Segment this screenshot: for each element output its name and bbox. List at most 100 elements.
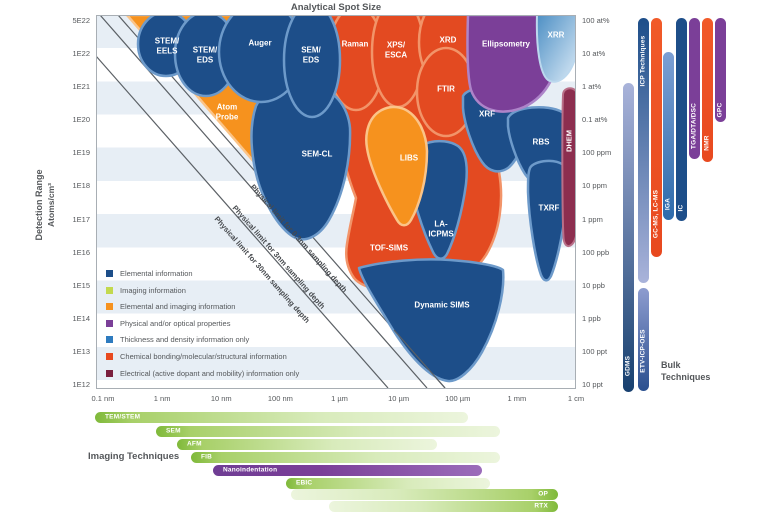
legend-label: Thickness and density information only bbox=[120, 335, 250, 345]
y-tick-left: 1E13 bbox=[72, 347, 90, 357]
pill-afm: AFM bbox=[177, 438, 437, 450]
legend-swatch bbox=[106, 286, 113, 294]
y-tick-right: 10 at% bbox=[582, 48, 606, 58]
legend-item: Imaging information bbox=[106, 285, 186, 296]
bar-label: IGA bbox=[664, 197, 672, 211]
bar-label: TGA/DTA/DSC bbox=[690, 102, 698, 150]
bar-gc-ms-lc-ms: GC-MS, LC-MS bbox=[650, 18, 662, 257]
legend-label: Elemental information bbox=[120, 269, 193, 278]
blob-sem-eds bbox=[282, 15, 342, 119]
legend-label: Electrical (active dopant and mobility) … bbox=[120, 368, 300, 378]
legend-item: Electrical (active dopant and mobility) … bbox=[106, 368, 299, 379]
pill-label: RTX bbox=[534, 502, 548, 510]
legend-swatch bbox=[106, 353, 113, 360]
y-tick-left: 1E15 bbox=[72, 280, 90, 290]
pill-label: SEM bbox=[166, 427, 181, 435]
legend-label: Elemental and imaging information bbox=[120, 302, 236, 312]
x-tick: 10 nm bbox=[210, 394, 232, 403]
y-tick-right: 100 ppb bbox=[582, 247, 610, 257]
y-tick-left: 1E20 bbox=[72, 115, 90, 125]
pill-label: EBIC bbox=[296, 479, 313, 487]
pill-nanoindentation: Nanoindentation bbox=[213, 464, 482, 476]
x-tick: 10 µm bbox=[388, 394, 410, 403]
bar-label: GPC bbox=[716, 102, 724, 118]
bar-label: ICP Techniques bbox=[639, 35, 647, 87]
x-tick: 1 cm bbox=[567, 394, 585, 403]
bar-gdms: GDMS bbox=[622, 83, 634, 392]
y-tick-left: 1E16 bbox=[72, 247, 90, 257]
y-tick-left: 1E18 bbox=[72, 181, 90, 191]
pill-tem-stem: TEM/STEM bbox=[95, 411, 468, 423]
pill-sem: SEM bbox=[156, 425, 500, 437]
legend-item: Elemental information bbox=[106, 268, 193, 279]
x-tick: 1 µm bbox=[331, 394, 348, 403]
y-tick-right: 1 ppm bbox=[582, 214, 603, 224]
y-tick-right: 1 at% bbox=[582, 81, 602, 91]
legend-label: Imaging information bbox=[120, 285, 186, 295]
pill-rtx: RTX bbox=[329, 500, 558, 512]
imaging-techniques-heading: Imaging Techniques bbox=[88, 451, 180, 462]
legend-swatch bbox=[106, 303, 113, 311]
bar-iga: IGA bbox=[662, 52, 674, 220]
y-tick-left: 1E22 bbox=[72, 48, 90, 58]
pill-label: AFM bbox=[187, 440, 202, 448]
blob-dynamic-sims bbox=[357, 258, 505, 383]
pill-label: TEM/STEM bbox=[105, 413, 141, 421]
bulk-techniques-heading-line: Bulk bbox=[661, 360, 681, 370]
bar-ic: IC bbox=[675, 18, 687, 221]
bulk-techniques-heading-line: Techniques bbox=[661, 371, 711, 382]
y-tick-left: 1E21 bbox=[72, 81, 90, 91]
bar-etv-icp-oes: ETV-ICP-OES bbox=[637, 288, 649, 391]
x-tick: 100 µm bbox=[445, 394, 471, 403]
legend-swatch bbox=[106, 270, 113, 277]
y-tick-right: 10 ppm bbox=[582, 181, 608, 191]
bar-label: GC-MS, LC-MS bbox=[652, 189, 660, 239]
pill-op: OP bbox=[291, 488, 558, 500]
blob-dhem bbox=[561, 87, 576, 247]
y-tick-right: 100 ppt bbox=[582, 347, 608, 357]
bar-label: GDMS bbox=[624, 355, 632, 377]
bar-icp-techniques: ICP Techniques bbox=[637, 18, 649, 283]
y-tick-right: 100 at% bbox=[582, 15, 610, 25]
y-tick-right: 0.1 at% bbox=[582, 115, 608, 125]
pill-label: FIB bbox=[201, 453, 213, 461]
y-tick-left: 1E14 bbox=[72, 314, 90, 324]
y-tick-right: 100 ppm bbox=[582, 148, 612, 158]
chart-title: Analytical Spot Size bbox=[290, 2, 382, 13]
x-tick: 1 nm bbox=[153, 394, 171, 403]
legend-swatch bbox=[106, 319, 113, 327]
y-tick-right: 10 ppb bbox=[582, 280, 605, 290]
y-tick-left: 1E17 bbox=[72, 214, 90, 224]
pill-ebic: EBIC bbox=[286, 477, 490, 489]
bar-nmr: NMR bbox=[701, 18, 713, 162]
bulk-techniques-heading: Bulk Techniques bbox=[661, 360, 710, 383]
x-tick: 1 mm bbox=[507, 394, 527, 403]
pill-label: Nanoindentation bbox=[223, 466, 278, 474]
legend-label: Chemical bonding/molecular/structural in… bbox=[120, 352, 287, 361]
y-axis-title-line1: Detection Range bbox=[34, 169, 44, 241]
legend-item: Physical and/or optical properties bbox=[106, 318, 230, 329]
legend-item: Chemical bonding/molecular/structural in… bbox=[106, 351, 287, 362]
y-tick-left: 5E22 bbox=[72, 15, 90, 25]
x-tick: 0.1 nm bbox=[91, 394, 115, 403]
legend-swatch bbox=[106, 336, 113, 344]
legend-swatch bbox=[106, 369, 113, 377]
blob-libs bbox=[365, 105, 429, 227]
legend-item: Thickness and density information only bbox=[106, 334, 249, 345]
bar-label: ETV-ICP-OES bbox=[639, 329, 647, 373]
y-tick-left: 1E12 bbox=[72, 380, 90, 390]
x-tick: 100 nm bbox=[267, 394, 293, 403]
y-tick-left: 1E19 bbox=[72, 148, 90, 158]
legend-label: Physical and/or optical properties bbox=[120, 318, 231, 328]
bar-gpc: GPC bbox=[714, 18, 726, 122]
bar-label: NMR bbox=[703, 135, 711, 151]
pill-fib: FIB bbox=[191, 451, 500, 463]
pill-label: OP bbox=[538, 490, 548, 498]
limit-line-overlay bbox=[393, 329, 446, 389]
bar-label: IC bbox=[677, 204, 685, 212]
bar-tga-dta-dsc: TGA/DTA/DSC bbox=[688, 18, 700, 159]
y-tick-right: 10 ppt bbox=[582, 380, 603, 390]
legend-item: Elemental and imaging information bbox=[106, 301, 235, 312]
